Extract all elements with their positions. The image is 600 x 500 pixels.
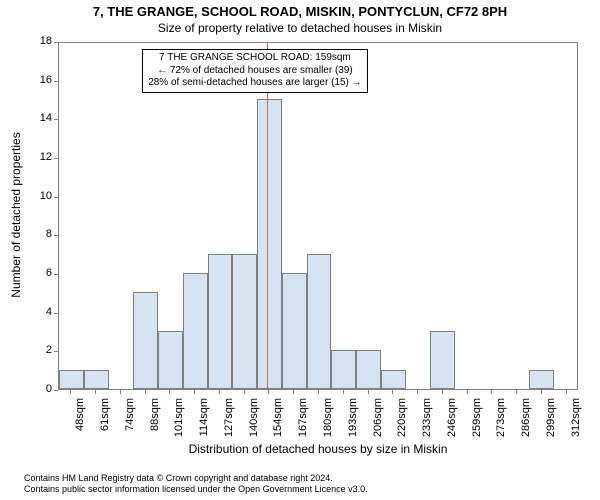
x-tick-label: 48sqm bbox=[74, 398, 86, 442]
footer-line-2: Contains public sector information licen… bbox=[24, 484, 368, 496]
y-tick-label: 14 bbox=[28, 112, 52, 124]
x-tick-label: 206sqm bbox=[372, 398, 384, 442]
chart-subtitle: Size of property relative to detached ho… bbox=[0, 19, 600, 35]
x-tick bbox=[194, 390, 195, 394]
histogram-bar bbox=[133, 292, 158, 389]
annotation-line: 28% of semi-detached houses are larger (… bbox=[148, 77, 361, 90]
plot-area: 7 THE GRANGE SCHOOL ROAD: 159sqm← 72% of… bbox=[58, 42, 578, 390]
x-tick bbox=[145, 390, 146, 394]
x-tick bbox=[244, 390, 245, 394]
histogram-bar bbox=[84, 370, 109, 389]
x-tick bbox=[442, 390, 443, 394]
y-tick bbox=[54, 274, 58, 275]
x-tick-label: 154sqm bbox=[272, 398, 284, 442]
x-tick bbox=[169, 390, 170, 394]
x-tick bbox=[318, 390, 319, 394]
x-tick bbox=[70, 390, 71, 394]
y-tick-label: 6 bbox=[28, 267, 52, 279]
y-tick bbox=[54, 42, 58, 43]
chart-container: 7, THE GRANGE, SCHOOL ROAD, MISKIN, PONT… bbox=[0, 0, 600, 500]
histogram-bar bbox=[59, 370, 84, 389]
histogram-bar bbox=[282, 273, 307, 389]
histogram-bar bbox=[232, 254, 257, 389]
x-tick-label: 193sqm bbox=[347, 398, 359, 442]
x-tick-label: 233sqm bbox=[421, 398, 433, 442]
y-tick bbox=[54, 390, 58, 391]
y-tick-label: 2 bbox=[28, 344, 52, 356]
x-tick bbox=[541, 390, 542, 394]
x-tick-label: 286sqm bbox=[520, 398, 532, 442]
x-tick-label: 140sqm bbox=[248, 398, 260, 442]
x-tick bbox=[95, 390, 96, 394]
x-tick-label: 180sqm bbox=[322, 398, 334, 442]
x-axis-label: Distribution of detached houses by size … bbox=[58, 442, 578, 456]
x-tick bbox=[368, 390, 369, 394]
y-tick-label: 18 bbox=[28, 35, 52, 47]
x-tick bbox=[467, 390, 468, 394]
x-tick-label: 312sqm bbox=[570, 398, 582, 442]
x-tick-label: 246sqm bbox=[446, 398, 458, 442]
y-tick-label: 12 bbox=[28, 151, 52, 163]
x-tick bbox=[516, 390, 517, 394]
annotation-line: ← 72% of detached houses are smaller (39… bbox=[148, 65, 361, 78]
x-tick bbox=[491, 390, 492, 394]
x-tick bbox=[120, 390, 121, 394]
x-tick bbox=[219, 390, 220, 394]
x-tick bbox=[566, 390, 567, 394]
reference-line bbox=[267, 43, 268, 389]
x-tick bbox=[343, 390, 344, 394]
chart-title: 7, THE GRANGE, SCHOOL ROAD, MISKIN, PONT… bbox=[0, 0, 600, 19]
x-tick-label: 220sqm bbox=[396, 398, 408, 442]
y-tick bbox=[54, 197, 58, 198]
y-axis-label: Number of detached properties bbox=[9, 115, 23, 315]
x-tick bbox=[293, 390, 294, 394]
histogram-bar bbox=[257, 99, 282, 389]
y-tick-label: 8 bbox=[28, 228, 52, 240]
x-tick-label: 259sqm bbox=[471, 398, 483, 442]
y-tick bbox=[54, 313, 58, 314]
annotation-box: 7 THE GRANGE SCHOOL ROAD: 159sqm← 72% of… bbox=[142, 49, 367, 93]
x-tick-label: 299sqm bbox=[545, 398, 557, 442]
y-tick-label: 4 bbox=[28, 306, 52, 318]
y-tick bbox=[54, 235, 58, 236]
histogram-bar bbox=[307, 254, 332, 389]
x-tick-label: 167sqm bbox=[297, 398, 309, 442]
x-tick-label: 114sqm bbox=[198, 398, 210, 442]
x-tick-label: 127sqm bbox=[223, 398, 235, 442]
histogram-bar bbox=[158, 331, 183, 389]
annotation-line: 7 THE GRANGE SCHOOL ROAD: 159sqm bbox=[148, 52, 361, 65]
x-tick bbox=[268, 390, 269, 394]
histogram-bar bbox=[183, 273, 208, 389]
x-tick bbox=[417, 390, 418, 394]
y-tick bbox=[54, 351, 58, 352]
x-tick-label: 88sqm bbox=[149, 398, 161, 442]
histogram-bar bbox=[208, 254, 233, 389]
y-tick-label: 16 bbox=[28, 74, 52, 86]
histogram-bar bbox=[331, 350, 356, 389]
y-tick bbox=[54, 81, 58, 82]
histogram-bar bbox=[356, 350, 381, 389]
histogram-bar bbox=[430, 331, 455, 389]
x-tick-label: 74sqm bbox=[124, 398, 136, 442]
y-tick bbox=[54, 119, 58, 120]
x-tick bbox=[392, 390, 393, 394]
histogram-bar bbox=[529, 370, 554, 389]
footer-attribution: Contains HM Land Registry data © Crown c… bbox=[24, 473, 368, 496]
x-tick-label: 273sqm bbox=[495, 398, 507, 442]
footer-line-1: Contains HM Land Registry data © Crown c… bbox=[24, 473, 368, 485]
y-tick bbox=[54, 158, 58, 159]
histogram-bar bbox=[381, 370, 406, 389]
x-tick-label: 61sqm bbox=[99, 398, 111, 442]
y-tick-label: 0 bbox=[28, 383, 52, 395]
x-tick-label: 101sqm bbox=[173, 398, 185, 442]
y-tick-label: 10 bbox=[28, 190, 52, 202]
